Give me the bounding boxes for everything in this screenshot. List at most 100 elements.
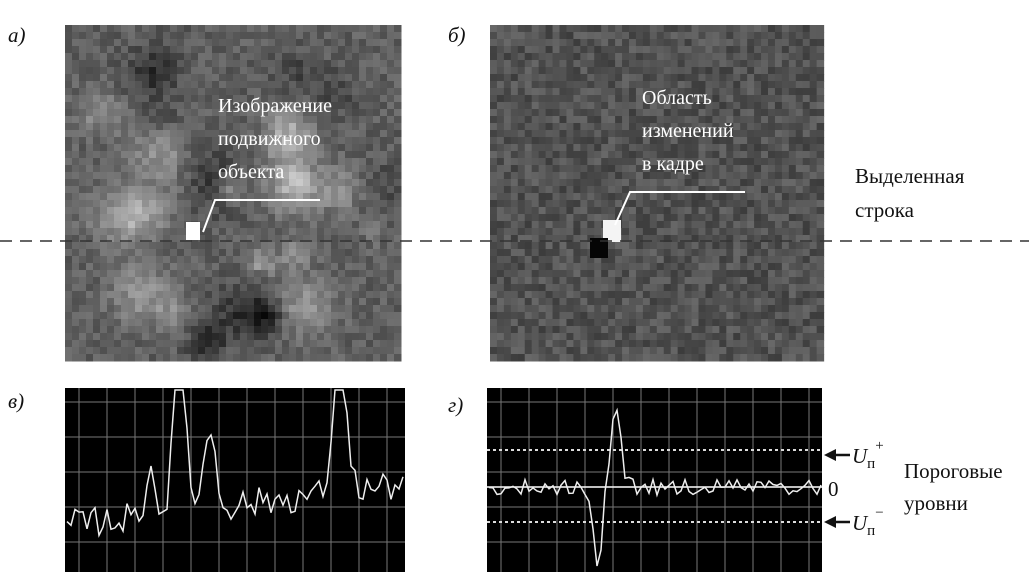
pixel	[553, 95, 561, 103]
pixel	[100, 116, 108, 124]
pixel	[671, 340, 679, 348]
pixel	[747, 67, 755, 75]
pixel	[352, 67, 360, 75]
pixel	[719, 207, 727, 215]
pixel	[65, 207, 73, 215]
pixel	[532, 319, 540, 327]
pixel	[387, 172, 395, 180]
pixel	[205, 158, 213, 166]
pixel	[170, 95, 178, 103]
pixel	[240, 46, 248, 54]
pixel	[754, 326, 762, 334]
pixel	[142, 123, 150, 131]
pixel	[198, 347, 206, 355]
pixel	[650, 200, 658, 208]
pixel	[100, 158, 108, 166]
pixel	[65, 74, 73, 82]
pixel	[497, 193, 505, 201]
pixel	[345, 25, 353, 33]
pixel	[546, 186, 554, 194]
pixel	[170, 228, 178, 236]
pixel	[775, 130, 783, 138]
pixel	[93, 32, 101, 40]
pixel	[747, 151, 755, 159]
pixel	[387, 151, 395, 159]
pixel	[184, 81, 192, 89]
pixel	[511, 298, 518, 306]
pixel	[254, 326, 262, 334]
pixel	[636, 207, 644, 215]
pixel	[768, 263, 776, 271]
pixel	[226, 242, 234, 250]
pixel	[601, 333, 609, 341]
pixel	[810, 193, 818, 201]
pixel	[719, 158, 727, 166]
pixel	[331, 354, 339, 362]
pixel	[699, 312, 707, 320]
pixel	[93, 284, 101, 292]
pixel	[387, 284, 395, 292]
pixel	[768, 67, 776, 75]
pixel	[608, 88, 616, 96]
pixel	[191, 151, 199, 159]
pixel	[671, 46, 679, 54]
difference-image	[490, 25, 824, 362]
pixel	[191, 354, 199, 362]
pixel	[289, 172, 297, 180]
pixel	[789, 151, 797, 159]
pixel	[359, 291, 367, 299]
pixel	[615, 165, 623, 173]
pixel	[359, 242, 367, 250]
pixel	[726, 81, 734, 89]
pixel	[107, 326, 115, 334]
pixel	[768, 144, 776, 152]
pixel	[191, 60, 199, 68]
pixel	[615, 172, 623, 180]
pixel	[380, 158, 388, 166]
pixel	[580, 102, 588, 110]
pixel	[796, 277, 804, 285]
pixel	[268, 333, 276, 341]
pixel	[546, 242, 554, 250]
pixel	[511, 263, 518, 271]
pixel	[261, 270, 269, 278]
pixel	[72, 88, 80, 96]
pixel	[817, 74, 825, 82]
pixel	[615, 291, 623, 299]
pixel	[803, 277, 811, 285]
pixel	[685, 340, 693, 348]
pixel	[511, 32, 518, 40]
pixel	[338, 116, 346, 124]
pixel	[712, 228, 720, 236]
pixel	[740, 144, 748, 152]
pixel	[643, 200, 651, 208]
pixel	[86, 326, 94, 334]
pixel	[761, 263, 769, 271]
pixel	[789, 193, 797, 201]
pixel	[359, 347, 367, 355]
pixel	[810, 53, 818, 61]
pixel	[310, 186, 318, 194]
pixel	[817, 165, 825, 173]
pixel	[580, 130, 588, 138]
pixel	[511, 207, 518, 215]
pixel	[546, 179, 554, 187]
pixel	[205, 25, 213, 33]
pixel	[163, 284, 171, 292]
pixel	[629, 284, 637, 292]
pixel	[719, 39, 727, 47]
pixel	[733, 193, 741, 201]
pixel	[775, 158, 783, 166]
pixel	[608, 333, 616, 341]
pixel	[532, 151, 540, 159]
pixel	[810, 221, 818, 229]
pixel	[359, 340, 367, 348]
pixel	[296, 74, 304, 82]
pixel	[289, 81, 297, 89]
pixel	[546, 354, 554, 362]
pixel	[817, 256, 825, 264]
pixel	[282, 207, 290, 215]
pixel	[359, 270, 367, 278]
pixel	[705, 158, 713, 166]
pixel	[303, 333, 311, 341]
